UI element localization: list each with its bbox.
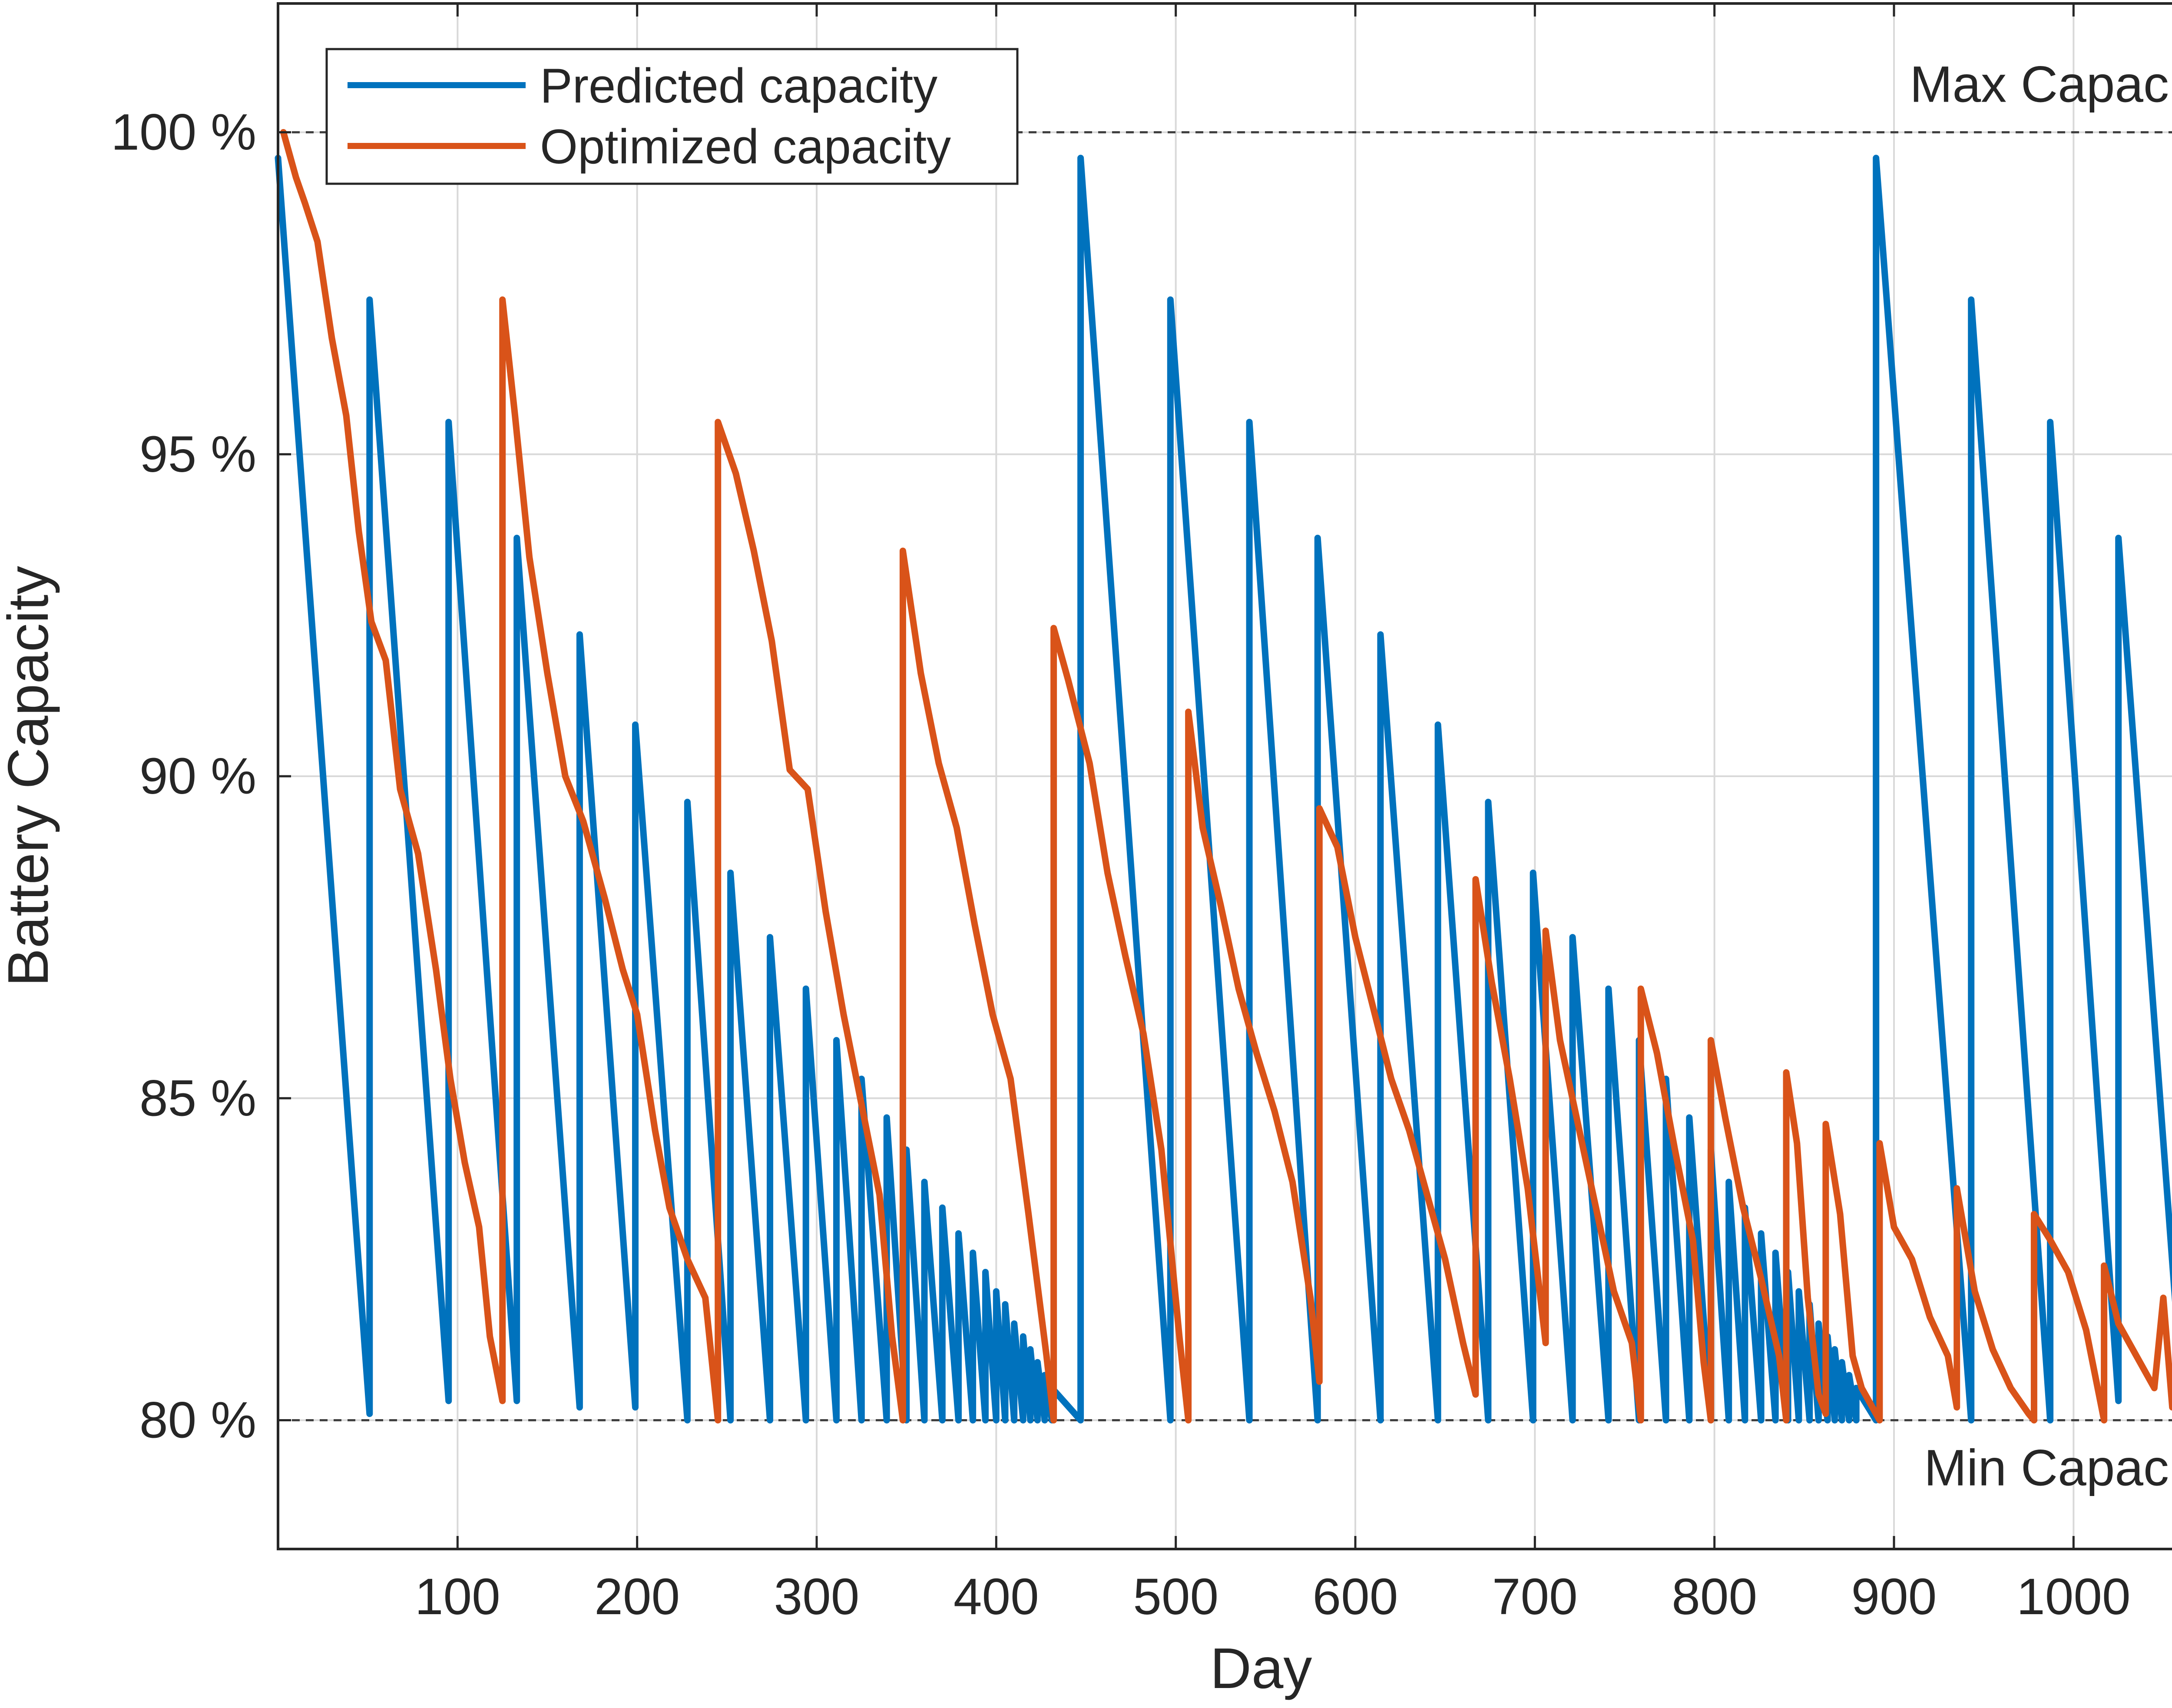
y-tick-label: 95 %	[139, 426, 256, 483]
y-tick-label: 85 %	[139, 1069, 256, 1127]
optimized-capacity-line	[280, 129, 2172, 1423]
legend-box	[325, 48, 1019, 185]
legend: Predicted capacity Optimized capacity	[325, 48, 1019, 185]
x-axis-ticks: 100 200 300 400 500 600 700 800 900 1000	[415, 3, 2131, 1625]
y-tick-label: 80 %	[139, 1392, 256, 1449]
x-tick-label: 600	[1313, 1568, 1398, 1625]
y-axis-label: Battery Capacity	[0, 566, 60, 986]
x-tick-label: 400	[954, 1568, 1039, 1625]
x-tick-label: 200	[594, 1568, 680, 1625]
legend-label-predicted: Predicted capacity	[540, 59, 937, 113]
x-tick-label: 300	[774, 1568, 860, 1625]
x-tick-label: 900	[1851, 1568, 1937, 1625]
x-axis-label: Day	[1210, 1636, 1312, 1700]
y-tick-label: 100 %	[111, 104, 256, 161]
series-group	[275, 129, 2172, 1423]
max-capacity-label: Max Capacity	[1910, 56, 2172, 113]
x-tick-label: 800	[1672, 1568, 1757, 1625]
y-axis-ticks: 80 % 85 % 90 % 95 % 100 %	[111, 104, 291, 1449]
x-tick-label: 1000	[2016, 1568, 2131, 1625]
y-tick-label: 90 %	[139, 748, 256, 805]
x-tick-label: 100	[415, 1568, 500, 1625]
x-tick-label: 700	[1492, 1568, 1578, 1625]
min-capacity-label: Min Capacity	[1924, 1440, 2172, 1497]
x-tick-label: 500	[1133, 1568, 1218, 1625]
legend-label-optimized: Optimized capacity	[540, 119, 951, 174]
